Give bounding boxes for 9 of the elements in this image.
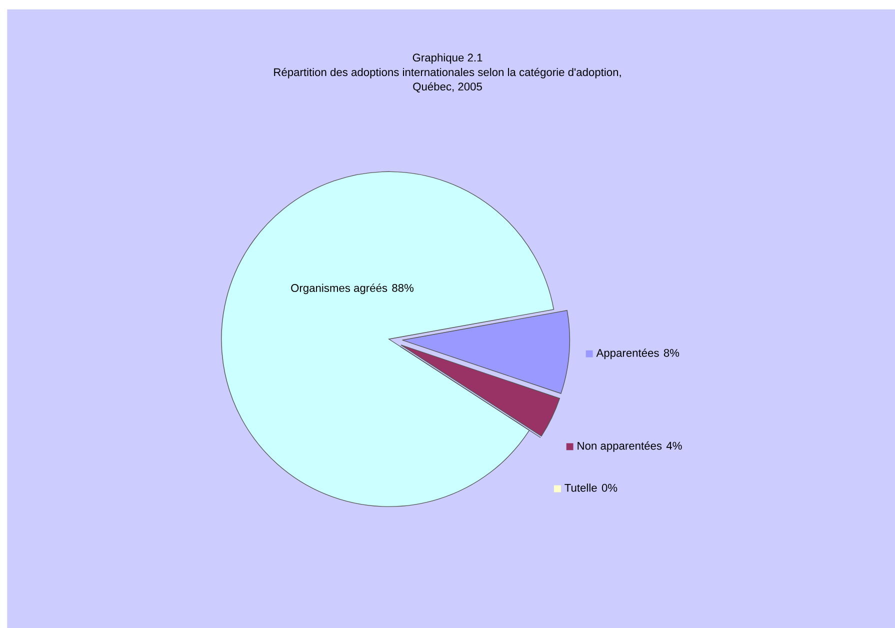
- legend-label: Apparentées: [596, 348, 659, 360]
- legend-label: Tutelle: [564, 484, 597, 492]
- data-label: 4%: [666, 442, 682, 450]
- text: 0%: [602, 484, 618, 492]
- legend-label: Non apparentées: [578, 441, 662, 452]
- chart-title: Graphique 2.1 Répartition des adoptions internationales selon la catégorie d'adoption, Québec, 2005: [274, 53, 621, 92]
- data-label: 8%: [664, 348, 680, 357]
- data-label: 88%: [392, 284, 414, 292]
- slice-label: Organismes agréés: [291, 284, 388, 294]
